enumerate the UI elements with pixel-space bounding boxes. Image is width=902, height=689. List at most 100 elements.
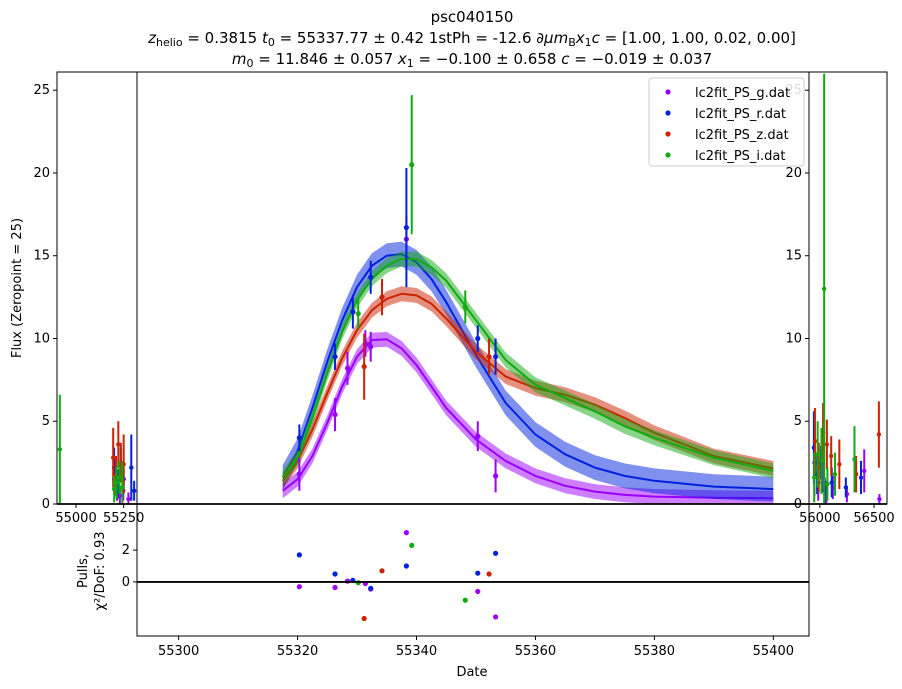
data-point-1-5 xyxy=(475,335,481,342)
chart-subtitle-2: m0​ = 11.846 ± 0.057 x1​ = −0.100 ± 0.65… xyxy=(232,50,712,70)
pull-point-0-7 xyxy=(492,614,499,620)
model-curve-1 xyxy=(281,253,774,491)
pull-point-1-6 xyxy=(492,550,499,556)
data-point-3-1 xyxy=(409,162,415,168)
legend: lc2fit_PS_g.dat lc2fit_PS_r.dat lc2fit_PS_… xyxy=(648,77,805,167)
pull-point-1-0 xyxy=(296,552,302,558)
xtick-label: 55380 xyxy=(634,644,675,659)
legend-marker-2 xyxy=(665,131,671,137)
legend-label-2: lc2fit_PS_z.dat xyxy=(695,128,789,143)
data-point-3-0 xyxy=(355,311,361,317)
right-inset-point-0-7 xyxy=(877,496,882,502)
pull-point-0-0 xyxy=(296,584,302,590)
data-point-2-2 xyxy=(486,354,492,360)
right-inset-ytick-label: 15 xyxy=(785,249,802,264)
right-inset-point-3-5 xyxy=(832,472,838,477)
left-inset-point-3-0 xyxy=(57,447,63,452)
right-inset-point-0-6 xyxy=(862,468,867,474)
legend-label-3: lc2fit_PS_i.dat xyxy=(695,149,785,164)
pull-point-2-2 xyxy=(486,571,492,577)
model-band-1 xyxy=(282,241,774,502)
left-inset-point-3-2 xyxy=(114,480,119,485)
chart-subtitle-1: zhelio​ = 0.3815 t0​ = 55337.77 ± 0.42 1… xyxy=(147,29,796,49)
pulls-ytick-label: 2 xyxy=(122,543,130,558)
legend-label-0: lc2fit_PS_g.dat xyxy=(695,86,790,101)
right-inset-point-2-7 xyxy=(876,432,882,437)
left-inset-frame xyxy=(56,71,138,505)
legend-marker-3 xyxy=(665,152,671,158)
right-inset-point-1-4 xyxy=(829,480,834,485)
pull-point-0-6 xyxy=(475,588,481,595)
model-curve-0 xyxy=(282,338,774,500)
model-curve-3 xyxy=(281,258,774,479)
right-inset-point-3-0 xyxy=(812,475,817,480)
pulls-axes-frame xyxy=(136,503,810,637)
model-band-3 xyxy=(282,251,774,485)
data-point-0-1 xyxy=(332,412,338,418)
right-inset-point-2-0 xyxy=(812,438,818,444)
left-inset-point-2-6 xyxy=(158,497,162,501)
left-inset-point-3-1 xyxy=(111,486,117,492)
y-axis-label: Flux (Zeropoint = 25) xyxy=(10,218,25,358)
pulls-label-line2: χ²/DoF: 0.93 xyxy=(93,532,108,611)
data-point-0-2 xyxy=(344,365,351,371)
xtick-label: 55300 xyxy=(158,644,199,659)
right-inset-xtick-label: 56000 xyxy=(799,511,840,526)
left-inset-xtick-label: 55000 xyxy=(55,511,96,526)
pulls-ytick-label: 0 xyxy=(122,575,130,590)
data-point-1-4 xyxy=(403,224,409,231)
pulls-label-line1: Pulls, xyxy=(76,554,91,588)
data-point-2-0 xyxy=(361,364,367,370)
data-point-3-2 xyxy=(462,304,468,310)
pull-point-2-0 xyxy=(361,615,367,622)
data-point-2-1 xyxy=(379,294,385,300)
pull-point-1-3 xyxy=(368,585,374,591)
pull-point-0-1 xyxy=(332,584,338,591)
right-inset-point-2-4 xyxy=(829,453,834,459)
xtick-label: 55340 xyxy=(396,644,437,659)
right-inset-ytick-label: 0 xyxy=(794,497,802,512)
pull-point-1-4 xyxy=(403,563,409,569)
right-inset-ytick-label: 10 xyxy=(785,331,802,346)
ytick-label: 25 xyxy=(33,83,50,98)
data-point-1-1 xyxy=(332,354,338,360)
legend-label-1: lc2fit_PS_r.dat xyxy=(695,107,786,122)
legend-box xyxy=(648,77,805,167)
right-inset-xtick-label: 56500 xyxy=(853,511,894,526)
model-band-0 xyxy=(282,331,774,504)
pull-point-3-2 xyxy=(462,597,468,603)
axes: 0510152025051015202555000552505600056500… xyxy=(33,71,895,659)
ytick-label: 10 xyxy=(33,331,50,346)
left-inset-point-0-2 xyxy=(117,493,123,498)
right-inset-ytick-label: 5 xyxy=(794,414,802,429)
ytick-label: 20 xyxy=(33,166,50,181)
legend-marker-1 xyxy=(665,110,671,116)
data-point-1-2 xyxy=(350,309,356,315)
right-inset-point-3-4 xyxy=(825,481,830,487)
left-inset-point-3-4 xyxy=(120,485,125,490)
left-inset-point-2-5 xyxy=(139,495,143,499)
right-inset-point-3-3 xyxy=(821,286,827,292)
xtick-label: 55400 xyxy=(753,644,794,659)
left-inset-point-3-3 xyxy=(117,475,122,480)
right-inset-point-2-5 xyxy=(837,462,842,467)
data-marks xyxy=(57,73,882,622)
legend-marker-0 xyxy=(665,89,671,95)
pull-point-3-1 xyxy=(409,542,415,548)
pull-point-0-5 xyxy=(403,530,409,536)
model-curve-2 xyxy=(281,292,774,482)
right-inset-ytick-label: 20 xyxy=(785,166,802,181)
model-bands xyxy=(281,241,774,504)
data-point-0-4 xyxy=(368,344,374,350)
x-axis-label: Date xyxy=(456,665,487,680)
right-inset-point-3-2 xyxy=(819,458,824,464)
pull-point-1-5 xyxy=(475,570,481,576)
left-inset-point-1-4 xyxy=(129,465,134,470)
data-point-1-3 xyxy=(368,274,374,280)
left-inset-xtick-label: 55250 xyxy=(103,511,144,526)
ytick-label: 15 xyxy=(33,249,50,264)
chart-title: psc040150 xyxy=(431,8,514,26)
left-inset-point-2-2 xyxy=(116,442,121,447)
left-inset-point-2-0 xyxy=(110,455,116,460)
